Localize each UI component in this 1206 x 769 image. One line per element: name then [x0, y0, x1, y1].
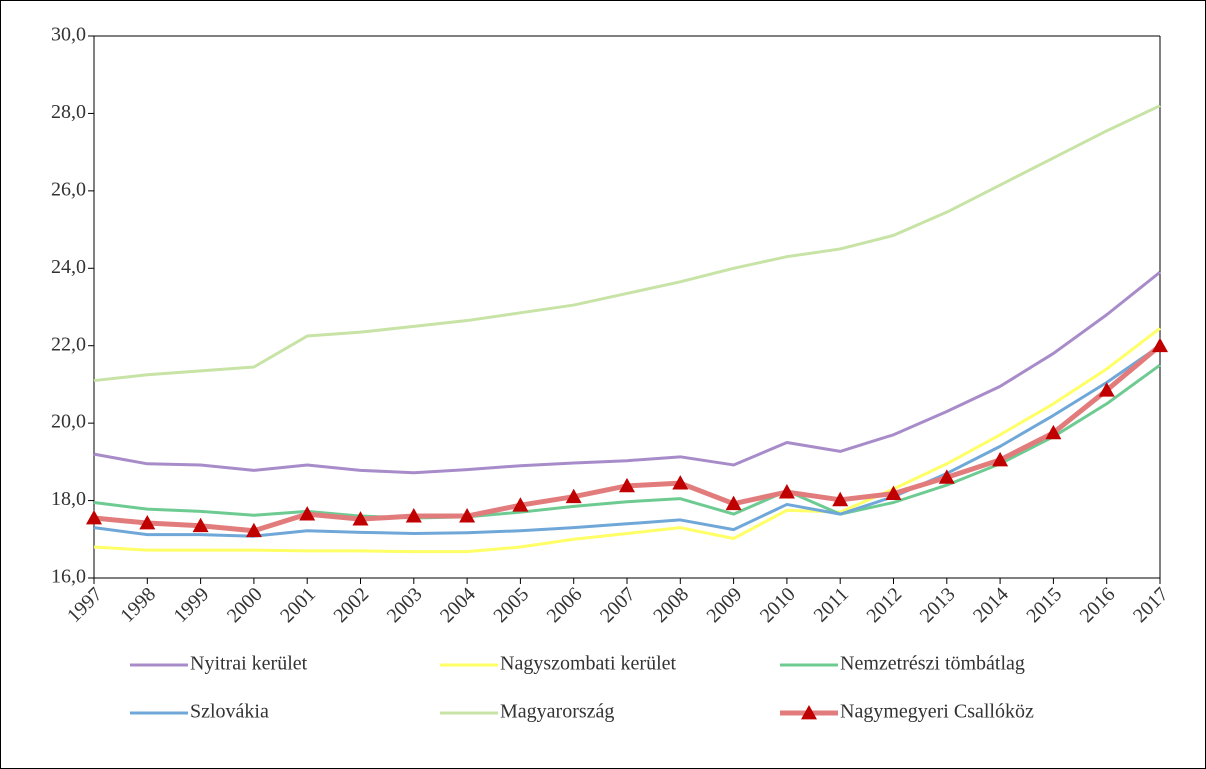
marker [725, 495, 742, 511]
marker [1152, 337, 1168, 353]
marker [299, 506, 316, 521]
y-tick-label: 20,0 [51, 411, 86, 433]
marker [405, 508, 422, 523]
legend-label: Szlovákia [190, 701, 269, 723]
y-tick-label: 30,0 [51, 24, 86, 46]
legend-label: Nemzetrészi tömbátlag [840, 653, 1025, 675]
marker [938, 469, 955, 484]
series-line [93, 327, 1161, 554]
series-line [93, 344, 1161, 538]
marker [992, 451, 1009, 467]
legend-marker [801, 705, 817, 720]
marker [1045, 424, 1062, 440]
marker [139, 515, 156, 530]
y-tick-label: 22,0 [51, 333, 86, 355]
marker [778, 484, 795, 499]
marker [512, 497, 529, 512]
marker [619, 477, 635, 493]
marker [885, 485, 902, 501]
series-line [93, 104, 1161, 383]
marker [459, 508, 476, 523]
marker [672, 475, 689, 490]
y-tick-label: 26,0 [51, 178, 86, 200]
series-line [93, 363, 1161, 520]
legend-label: Nagymegyeri Csallóköz [840, 701, 1034, 723]
marker [245, 522, 262, 538]
y-tick-label: 16,0 [51, 566, 86, 588]
marker [1098, 382, 1115, 397]
marker [565, 488, 582, 504]
y-tick-label: 28,0 [51, 101, 86, 123]
legend-label: Nagyszombati kerület [500, 653, 676, 675]
legend-label: Magyarország [500, 701, 614, 723]
marker [86, 509, 102, 525]
marker [352, 511, 369, 526]
series-line [93, 270, 1161, 475]
y-tick-label: 24,0 [51, 256, 86, 278]
marker [832, 491, 849, 507]
y-tick-label: 18,0 [51, 488, 86, 510]
legend-label: Nyitrai kerület [190, 653, 308, 675]
marker [192, 517, 209, 533]
